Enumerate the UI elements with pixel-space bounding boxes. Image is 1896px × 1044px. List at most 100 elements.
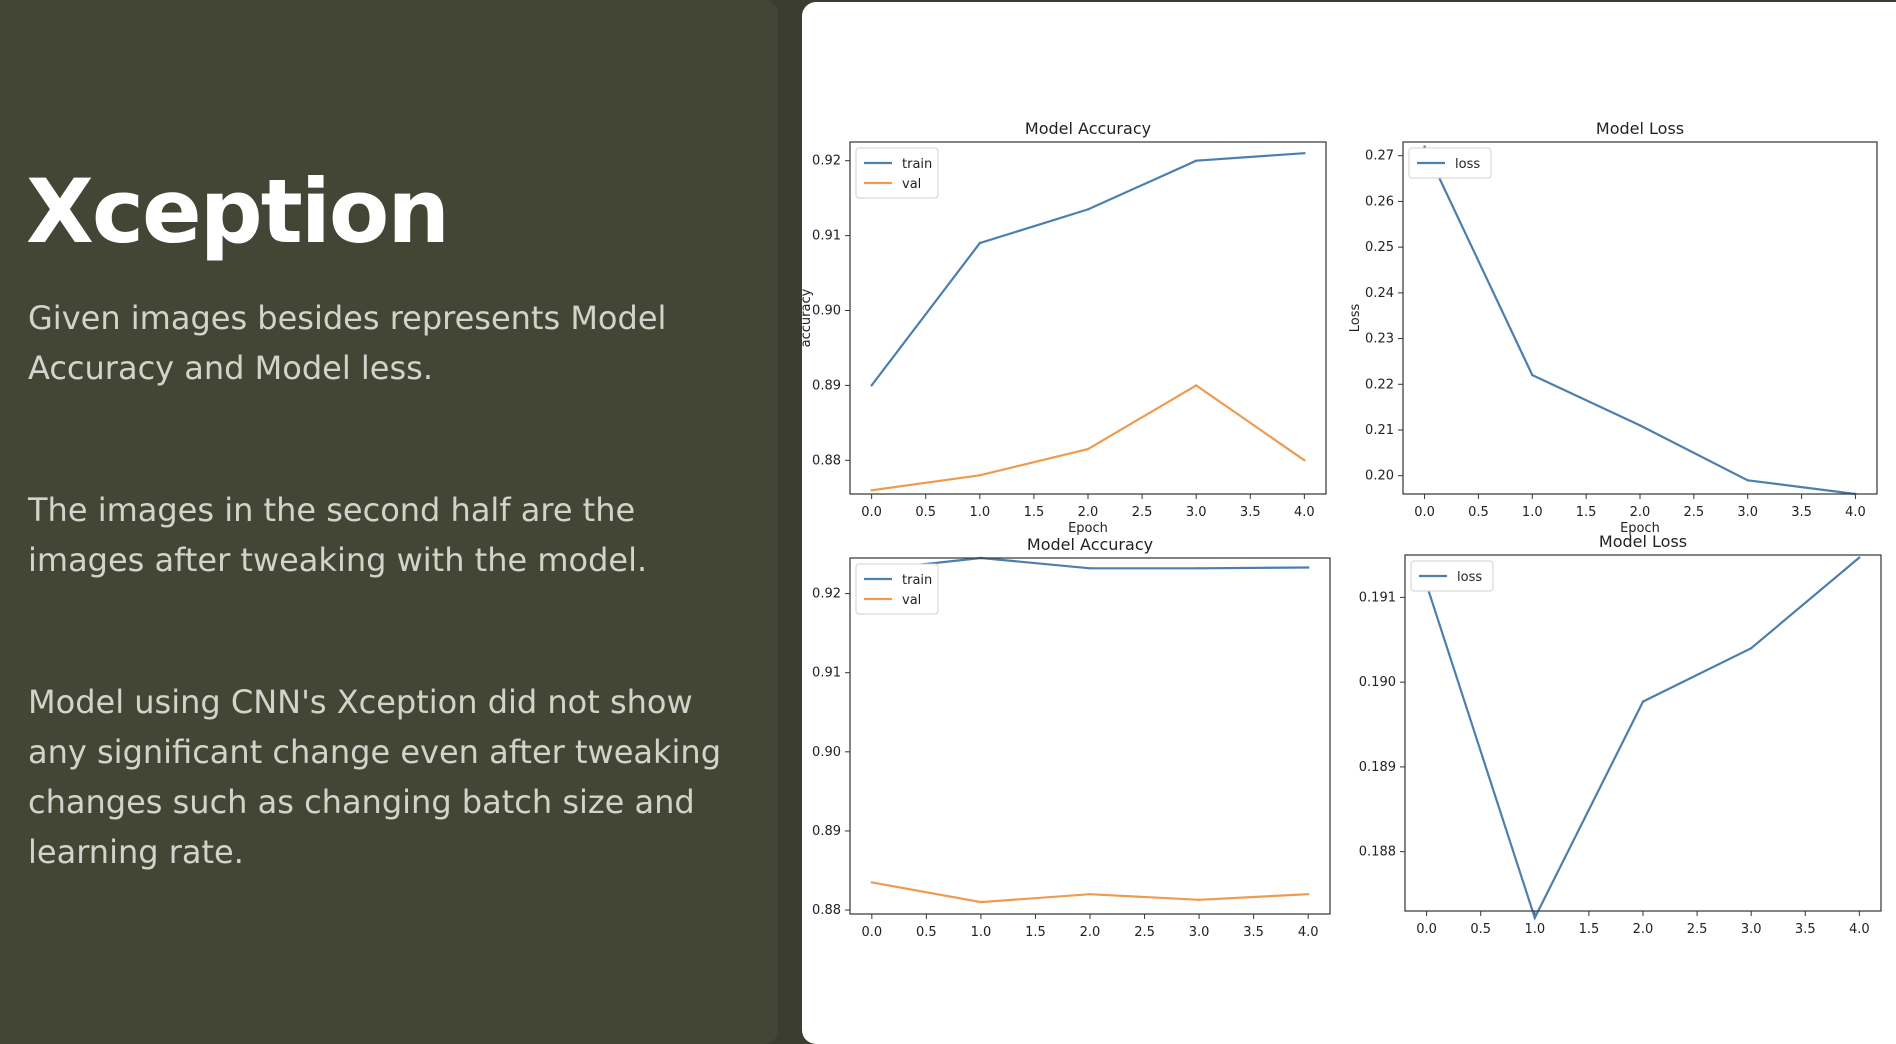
paragraph-intro: Given images besides represents Model Ac… — [28, 299, 667, 387]
y-tick-label: 0.89 — [812, 378, 841, 393]
series-line-loss — [1423, 146, 1856, 496]
y-tick-label: 0.91 — [812, 229, 841, 244]
data-point-val — [978, 474, 982, 477]
plot-frame — [1404, 554, 1882, 912]
data-point-loss — [1423, 145, 1426, 148]
x-tick-label: 3.0 — [1741, 922, 1762, 937]
x-tick-label: 1.0 — [969, 505, 990, 520]
data-point-val — [1303, 459, 1306, 462]
x-tick-label: 3.0 — [1737, 505, 1758, 520]
data-point-val — [1306, 893, 1310, 896]
x-tick-label: 0.5 — [915, 505, 936, 520]
x-tick-label: 1.0 — [1522, 505, 1543, 520]
x-tick-label: 2.0 — [1080, 925, 1101, 940]
x-tick-label: 0.0 — [861, 505, 882, 520]
y-tick-label: 0.88 — [812, 453, 841, 468]
x-tick-label: 4.0 — [1845, 505, 1866, 520]
x-tick-label: 1.0 — [1524, 922, 1545, 937]
y-tick-label: 0.90 — [812, 304, 841, 319]
y-axis-label: accuracy — [802, 288, 814, 347]
x-tick-label: 2.5 — [1687, 922, 1708, 937]
data-point-val — [1197, 898, 1201, 901]
legend-box — [1408, 147, 1492, 179]
data-point-train — [1197, 567, 1201, 570]
slide-title: Xception — [26, 160, 450, 263]
loss-chart-after: Model Loss 0.0 0.5 1.0 1.5 2.0 2.5 3.0 3.5 4.0 0.1… — [1359, 532, 1882, 937]
x-tick-label: 0.5 — [916, 925, 937, 940]
series-line-loss — [1425, 556, 1861, 921]
x-tick-label: 1.5 — [1024, 505, 1045, 520]
x-tick-label: 2.0 — [1630, 505, 1651, 520]
x-tick-label: 4.0 — [1294, 505, 1315, 520]
y-tick-label: 0.92 — [812, 154, 841, 169]
x-tick-label: 2.0 — [1633, 922, 1654, 937]
y-tick-label: 0.191 — [1359, 590, 1396, 605]
data-point-loss — [1749, 647, 1753, 650]
x-tick-label: 0.0 — [1416, 922, 1437, 937]
x-tick-label: 3.5 — [1243, 925, 1264, 940]
paragraph-conclusion: Model using CNN's Xception did not show … — [28, 683, 722, 871]
data-point-val — [1088, 893, 1092, 896]
y-tick-label: 0.22 — [1365, 377, 1394, 392]
y-tick-label: 0.188 — [1359, 845, 1396, 860]
y-axis-label: Loss — [1348, 304, 1363, 333]
y-tick-label: 0.189 — [1359, 760, 1396, 775]
plot-frame — [849, 141, 1327, 495]
legend-box — [855, 563, 939, 615]
y-tick-label: 0.26 — [1365, 194, 1394, 209]
charts-panel: Model Accuracy 0.0 0.5 1.0 1.5 2.0 2.5 3.0 3.5 4.… — [802, 2, 1896, 1044]
x-axis-label: Epoch — [1068, 521, 1108, 536]
y-tick-label: 0.92 — [812, 587, 841, 602]
y-tick-label: 0.20 — [1365, 469, 1394, 484]
legend-label-train: train — [902, 573, 932, 588]
x-tick-label: 3.0 — [1189, 925, 1210, 940]
legend-box — [855, 147, 939, 199]
y-tick-label: 0.21 — [1365, 423, 1394, 438]
y-tick-label: 0.88 — [812, 903, 841, 918]
y-tick-label: 0.23 — [1365, 332, 1394, 347]
x-tick-label: 2.0 — [1078, 505, 1099, 520]
x-tick-label: 3.5 — [1791, 505, 1812, 520]
data-point-loss — [1746, 479, 1749, 482]
data-point-val — [870, 881, 874, 884]
chart-title: Model Accuracy — [1025, 119, 1151, 138]
y-tick-label: 0.24 — [1365, 286, 1394, 301]
y-tick-label: 0.89 — [812, 824, 841, 839]
x-tick-label: 0.0 — [1414, 505, 1435, 520]
legend-label-loss: loss — [1457, 570, 1482, 585]
data-point-train — [870, 384, 873, 387]
data-point-train — [1088, 567, 1092, 570]
loss-chart-before: Model Loss 0.0 0.5 1.0 1.5 2.0 2.5 3.0 3.5 4.0 0.2… — [1348, 119, 1878, 536]
data-point-loss — [1531, 373, 1534, 377]
data-point-loss — [1533, 916, 1537, 919]
y-tick-label: 0.91 — [812, 666, 841, 681]
series-line-val — [871, 881, 1309, 904]
chart-title: Model Accuracy — [1027, 535, 1153, 554]
x-tick-label: 2.5 — [1684, 505, 1705, 520]
data-point-val — [870, 489, 873, 492]
legend-box — [1410, 560, 1494, 592]
data-point-train — [1194, 159, 1198, 162]
data-point-train — [978, 241, 982, 245]
data-point-val — [979, 900, 983, 904]
plot-frame — [849, 557, 1331, 915]
data-point-train — [1086, 208, 1090, 211]
x-tick-label: 0.0 — [861, 925, 882, 940]
x-tick-label: 2.5 — [1134, 925, 1155, 940]
y-tick-label: 0.25 — [1365, 240, 1394, 255]
accuracy-chart-before: Model Accuracy 0.0 0.5 1.0 1.5 2.0 2.5 3.0 3.5 4.… — [802, 119, 1327, 536]
chart-title: Model Loss — [1599, 532, 1687, 551]
x-tick-label: 1.5 — [1579, 922, 1600, 937]
y-tick-label: 0.27 — [1365, 149, 1394, 164]
legend-label-val: val — [902, 177, 921, 192]
plot-frame — [1402, 141, 1878, 495]
x-tick-label: 3.0 — [1186, 505, 1207, 520]
legend-label-val: val — [902, 593, 921, 608]
x-tick-label: 2.5 — [1132, 505, 1153, 520]
x-tick-label: 1.5 — [1576, 505, 1597, 520]
y-tick-label: 0.90 — [812, 745, 841, 760]
data-point-loss — [1858, 556, 1861, 559]
data-point-loss — [1641, 700, 1645, 703]
data-point-loss — [1638, 424, 1642, 427]
data-point-val — [1194, 384, 1198, 387]
